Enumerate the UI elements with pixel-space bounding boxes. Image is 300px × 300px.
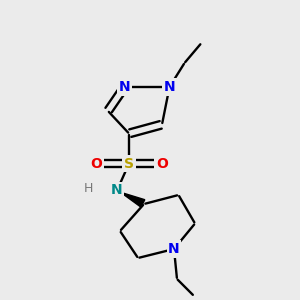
Polygon shape (121, 192, 145, 207)
Text: N: N (168, 242, 180, 256)
Text: O: O (90, 157, 102, 170)
Text: H: H (84, 182, 93, 196)
Text: S: S (124, 157, 134, 170)
Text: N: N (111, 184, 123, 197)
Text: O: O (156, 157, 168, 170)
Text: N: N (164, 80, 175, 94)
Text: N: N (119, 80, 130, 94)
